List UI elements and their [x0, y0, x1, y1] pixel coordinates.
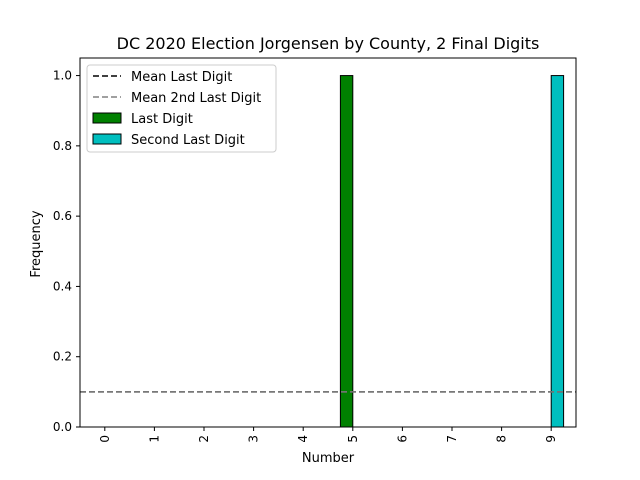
x-axis-label: Number	[302, 451, 355, 466]
legend-box	[86, 64, 277, 153]
bar-second-last-digit-9	[550, 75, 565, 428]
x-tick-label: 5	[346, 435, 360, 443]
x-axis-ticks: 0 1 2 3 4 5 6 7 8 9	[98, 427, 558, 443]
y-tick-label: 0.6	[53, 209, 72, 223]
bar-last-digit-5	[339, 75, 354, 428]
x-tick-label: 3	[247, 435, 261, 443]
y-tick-label: 1.0	[53, 69, 72, 83]
chart-title: DC 2020 Election Jorgensen by County, 2 …	[117, 34, 540, 53]
x-tick-label: 7	[445, 435, 459, 443]
y-axis-ticks: 0.0 0.2 0.4 0.6 0.8 1.0	[53, 69, 80, 434]
y-tick-label: 0.4	[53, 279, 72, 293]
legend-second-last-digit-label: Second Last Digit	[131, 133, 245, 148]
y-tick-label: 0.8	[53, 139, 72, 153]
x-tick-label: 0	[98, 435, 112, 443]
legend-mean-second-last-digit-label: Mean 2nd Last Digit	[131, 91, 261, 106]
legend: Mean Last Digit Mean 2nd Last Digit Last D…	[86, 64, 277, 153]
x-tick-label: 4	[296, 435, 310, 443]
y-axis-label: Frequency	[29, 210, 44, 277]
legend-mean-last-digit-label: Mean Last Digit	[131, 70, 232, 85]
axes-frame	[79, 57, 577, 428]
x-tick-label: 6	[395, 435, 409, 443]
legend-last-digit-swatch	[92, 112, 122, 124]
y-tick-label: 0.2	[53, 350, 72, 364]
legend-last-digit-label: Last Digit	[131, 112, 193, 127]
x-tick-label: 1	[147, 435, 161, 443]
legend-second-last-digit-swatch	[92, 133, 122, 145]
plot-area	[79, 57, 577, 428]
x-tick-label: 8	[495, 435, 509, 443]
y-tick-label: 0.0	[53, 420, 72, 434]
x-tick-label: 2	[197, 435, 211, 443]
x-tick-label: 9	[544, 435, 558, 443]
